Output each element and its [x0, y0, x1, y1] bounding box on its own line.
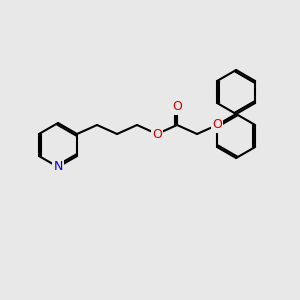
- Text: N: N: [53, 160, 63, 173]
- Text: O: O: [152, 128, 162, 140]
- Text: O: O: [212, 118, 222, 131]
- Text: O: O: [172, 100, 182, 113]
